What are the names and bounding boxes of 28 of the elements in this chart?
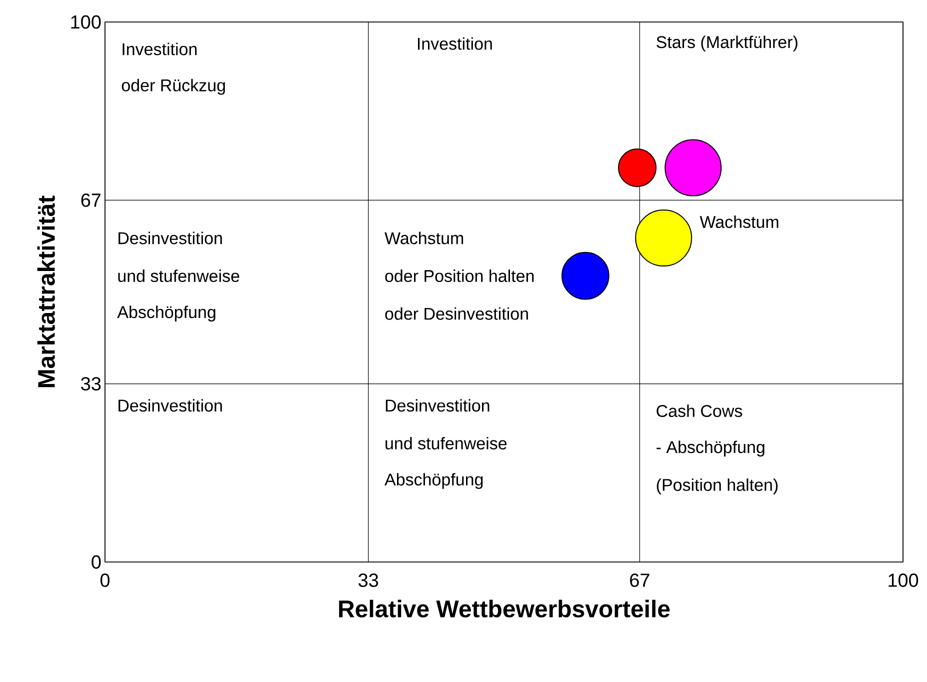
x-tick-label: 100 (888, 574, 918, 587)
annotation: Cash Cows (656, 404, 742, 418)
annotation: oder Desinvestition (385, 307, 528, 320)
y-axis-title: Marktattraktivität (37, 196, 55, 388)
x-tick-label: 33 (358, 574, 378, 587)
x-axis-title: Relative Wettbewerbsvorteile (339, 600, 670, 618)
annotation: oder Position halten (385, 270, 534, 282)
annotation: - Abschöpfung (656, 440, 764, 457)
x-tick-label: 67 (630, 574, 650, 587)
annotation: Abschöpfung (384, 473, 483, 489)
y-tick-label: 33 (81, 377, 101, 391)
annotation: Desinvestition (118, 232, 222, 244)
annotation: und stufenweise (118, 270, 240, 282)
annotation: Desinvestition (386, 399, 490, 412)
annotation: Investition (418, 37, 492, 50)
annotation: Wachstum (384, 232, 464, 244)
y-tick-label: 0 (92, 555, 101, 569)
annotation: Investition (122, 42, 197, 56)
annotation: Stars (Marktführer) (656, 36, 798, 52)
annotation: Desinvestition (118, 399, 222, 412)
annotation: (Position halten) (656, 478, 778, 494)
annotation: oder Rückzug (122, 78, 225, 95)
y-tick-label: 67 (81, 193, 101, 207)
annotation: und stufenweise (386, 436, 507, 450)
annotation: Abschöpfung (117, 306, 216, 322)
y-tick-label: 100 (71, 15, 101, 29)
x-tick-label: 0 (100, 574, 110, 587)
annotation: Wachstum (700, 216, 778, 228)
